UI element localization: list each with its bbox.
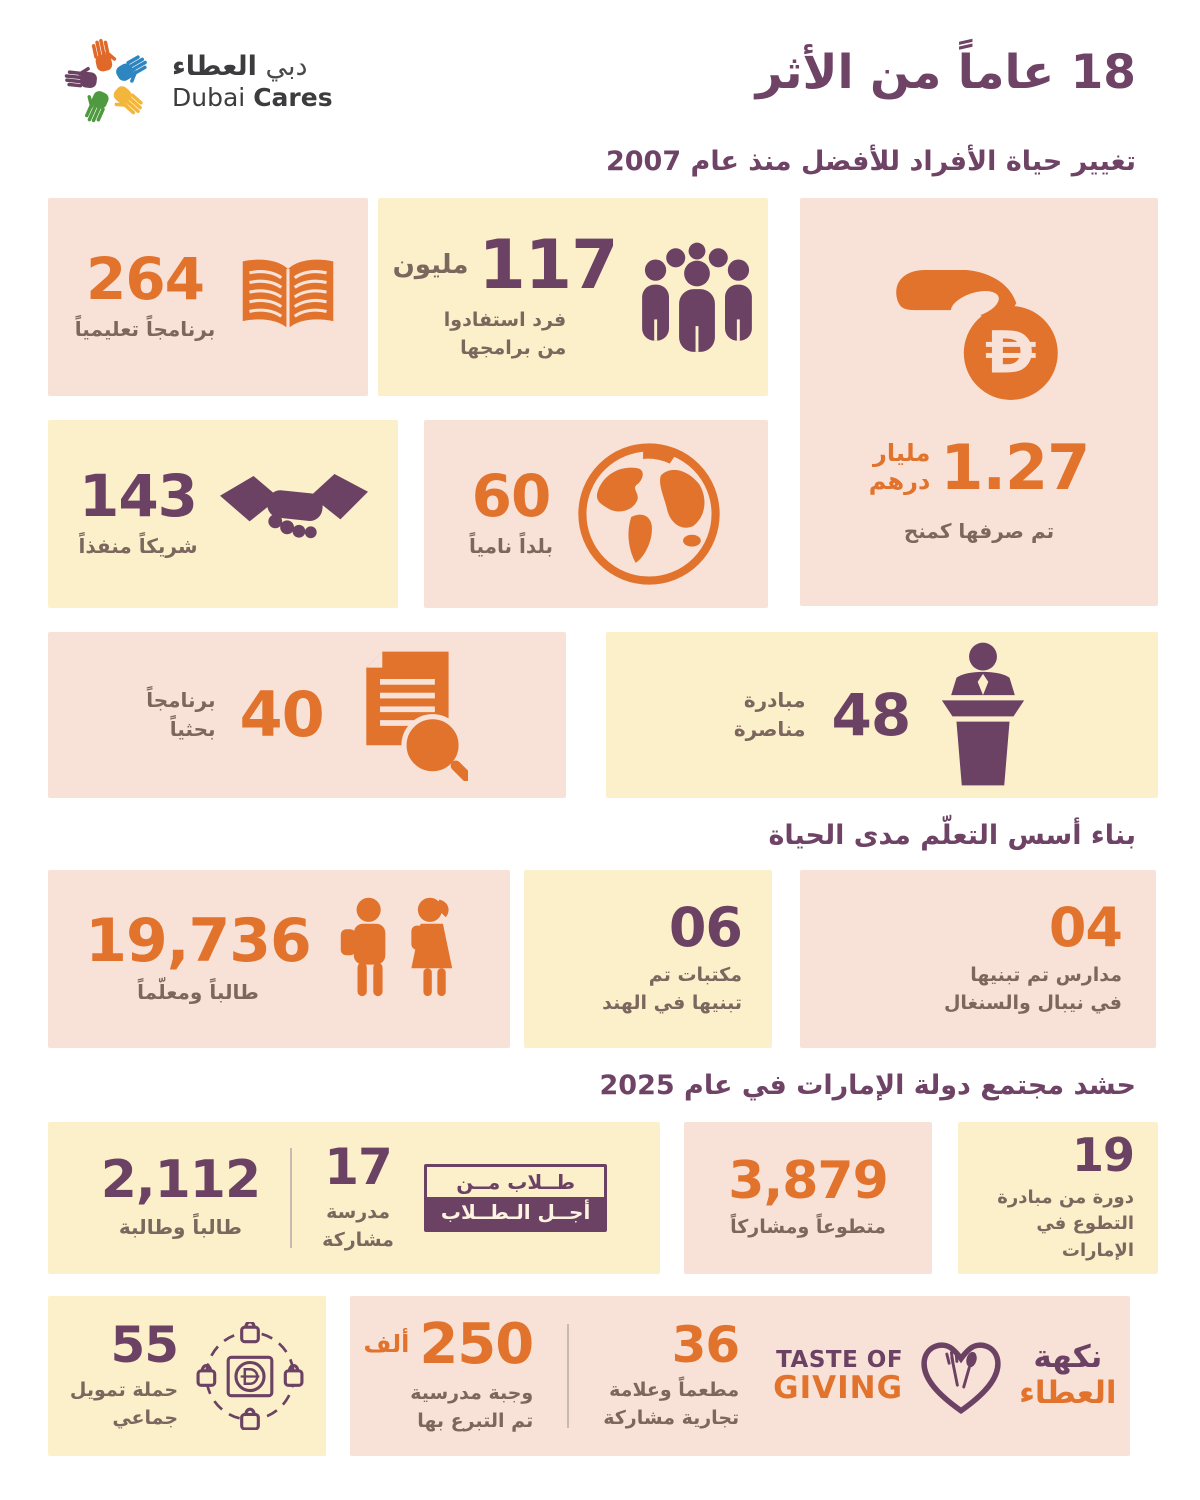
stat-sfs-schools: 17 مدرسة مشاركة [322, 1142, 394, 1254]
stat-unit: ألف [363, 1330, 410, 1359]
stat-card-students-teachers: 19,736 طالباً ومعلّماً [48, 870, 510, 1048]
stat-label: مدارس تم تبنيها في نيبال والسنغال [943, 963, 1122, 1014]
stat-sfs-students: 2,112 طالباً وطالبة [100, 1150, 261, 1242]
stat-value: 264 [85, 245, 205, 313]
stat-label: دورة من مبادرة التطوع في الإمارات [997, 1187, 1134, 1261]
stat-label: طالباً وطالبة [118, 1215, 242, 1239]
stat-label: مطعماً وعلامة تجارية مشاركة [603, 1378, 740, 1429]
stat-value: 36 [671, 1315, 741, 1374]
stat-value: 3,879 [728, 1150, 888, 1211]
tog-english-top: TASTE OF [776, 1346, 904, 1373]
stat-volunteer-rounds: 19 دورة من مبادرة التطوع في الإمارات [958, 1132, 1158, 1263]
stat-label: وجبة مدرسية تم التبرع بها [410, 1381, 534, 1432]
stat-card-volunteer-rounds: 19 دورة من مبادرة التطوع في الإمارات [958, 1122, 1158, 1274]
taste-of-giving-english: TASTE OF GIVING [773, 1348, 903, 1405]
stat-label: برنامجاً تعليمياً [74, 317, 216, 341]
stat-value: 40 [239, 678, 325, 751]
stat-school-meals: 250 ألف وجبة مدرسية تم التبرع بها [363, 1311, 535, 1435]
stat-beneficiaries: 117 مليون فرد استفادوا من برامجها [392, 225, 619, 362]
divider [290, 1148, 293, 1248]
people-group-icon [641, 241, 753, 353]
stat-unit: مليار درهم [868, 438, 931, 495]
stat-value: 19 [1071, 1128, 1135, 1183]
svg-text:D: D [987, 318, 1035, 386]
stat-card-beneficiaries: 117 مليون فرد استفادوا من برامجها [378, 198, 768, 396]
stat-card-taste-of-giving: نكهة العطاء TASTE OF GIVING 36 [350, 1296, 1130, 1456]
stat-label: مكتبات تم تبنيها في الهند [602, 963, 742, 1014]
taste-of-giving-logo: نكهة العطاء TASTE OF GIVING [773, 1334, 1117, 1418]
stat-value: 2,112 [100, 1150, 261, 1210]
brand-arabic: دبي العطاء [172, 51, 308, 83]
badge-line-2: أجــل الـطــلاب [426, 1197, 605, 1229]
stat-value: 48 [831, 681, 911, 749]
stat-unit: مليون [392, 250, 469, 280]
stat-countries: 60 بلداً نامياً [469, 467, 553, 561]
stat-card-libraries: 06 مكتبات تم تبنيها في الهند [524, 870, 772, 1048]
podium-speaker-icon [936, 642, 1030, 788]
stat-label: طالباً ومعلّماً [137, 980, 259, 1004]
stat-label: شريكاً منفذاً [78, 534, 198, 558]
stat-label: حملة تمويل جماعي [69, 1378, 179, 1429]
stat-value: 04 [1048, 895, 1123, 959]
page-subtitle: تغيير حياة الأفراد للأفضل منذ عام 2007 [605, 146, 1136, 177]
stat-students-teachers: 19,736 طالباً ومعلّماً [85, 906, 312, 1007]
taste-of-giving-arabic: نكهة العطاء [1019, 1340, 1116, 1411]
brand-text: دبي العطاء Dubai Cares [172, 52, 333, 111]
stat-value: 17 [324, 1137, 393, 1196]
stat-label: متطوعاً ومشاركاً [730, 1215, 886, 1238]
heart-cutlery-icon [915, 1334, 1007, 1418]
stat-value: 250 [419, 1311, 534, 1377]
stat-value: 60 [471, 462, 552, 530]
stat-restaurants: 36 مطعماً وعلامة تجارية مشاركة [603, 1315, 741, 1432]
badge-line-1: طــلاب مــن [456, 1170, 576, 1194]
crowdfunding-icon [196, 1322, 304, 1430]
dubai-cares-logo: دبي العطاء Dubai Cares [60, 34, 333, 130]
stat-volunteers: 3,879 متطوعاً ومشاركاً [728, 1150, 888, 1242]
stat-card-students-for-students: طــلاب مــن أجــل الـطــلاب 17 مدرسة مشا… [48, 1122, 660, 1274]
stat-card-research: 40 برنامجاً بحثياً [48, 632, 566, 798]
brand-english: Dubai Cares [172, 83, 333, 113]
globe-icon [575, 440, 723, 588]
stat-card-countries: 60 بلداً نامياً [424, 420, 768, 608]
school-children-icon [333, 894, 473, 1024]
stat-card-schools-adopted: 04 مدارس تم تبنيها في نيبال والسنغال [800, 870, 1156, 1048]
tog-english-bottom: GIVING [773, 1369, 904, 1406]
stat-card-crowdfunding: 55 حملة تمويل جماعي [48, 1296, 326, 1456]
tog-arabic-bottom: العطاء [1019, 1375, 1117, 1411]
stat-label: مدرسة مشاركة [322, 1200, 394, 1251]
document-search-icon [348, 649, 468, 781]
stat-value: 06 [668, 895, 743, 959]
stat-schools-adopted: 04 مدارس تم تبنيها في نيبال والسنغال [800, 895, 1156, 1017]
stat-value: 117 [478, 225, 618, 305]
students-for-students-badge: طــلاب مــن أجــل الـطــلاب [423, 1164, 608, 1232]
section-title-learning: بناء أسس التعلّم مدى الحياة [768, 820, 1136, 851]
open-book-icon [235, 255, 341, 339]
stat-partners: 143 شريكاً منفذاً [78, 462, 198, 561]
stat-label: مبادرة مناصرة [733, 688, 806, 741]
stat-value: 143 [78, 462, 198, 530]
divider [567, 1324, 570, 1428]
tog-arabic-top: نكهة [1033, 1339, 1103, 1376]
page-title: 18 عاماً من الأثر [755, 45, 1136, 100]
hand-coin-icon: D [889, 259, 1069, 411]
stat-card-volunteers: 3,879 متطوعاً ومشاركاً [684, 1122, 932, 1274]
handshake-icon [219, 472, 368, 556]
stat-label: برنامجاً بحثياً [146, 688, 216, 741]
stat-libraries: 06 مكتبات تم تبنيها في الهند [524, 895, 772, 1017]
stat-value: 55 [110, 1315, 180, 1374]
five-hands-icon [60, 34, 156, 130]
stat-label: تم صرفها كمنح [903, 518, 1055, 543]
stat-value: 19,736 [85, 906, 312, 976]
stat-value: 1.27 [940, 430, 1090, 504]
stat-label: بلداً نامياً [468, 534, 554, 558]
stat-crowdfunding: 55 حملة تمويل جماعي [69, 1315, 180, 1432]
stat-card-education-programs: 264 برنامجاً تعليمياً [48, 198, 368, 396]
stat-card-advocacy: 48 مبادرة مناصرة [606, 632, 1158, 798]
stat-card-partners: 143 شريكاً منفذاً [48, 420, 398, 608]
stat-card-grants: D 1.27 مليار درهم تم صرفها كمنح [800, 198, 1158, 606]
stat-education-programs: 264 برنامجاً تعليمياً [75, 250, 215, 344]
section-title-uae: حشد مجتمع دولة الإمارات في عام 2025 [599, 1070, 1137, 1101]
stat-label: فرد استفادوا من برامجها [443, 308, 567, 359]
